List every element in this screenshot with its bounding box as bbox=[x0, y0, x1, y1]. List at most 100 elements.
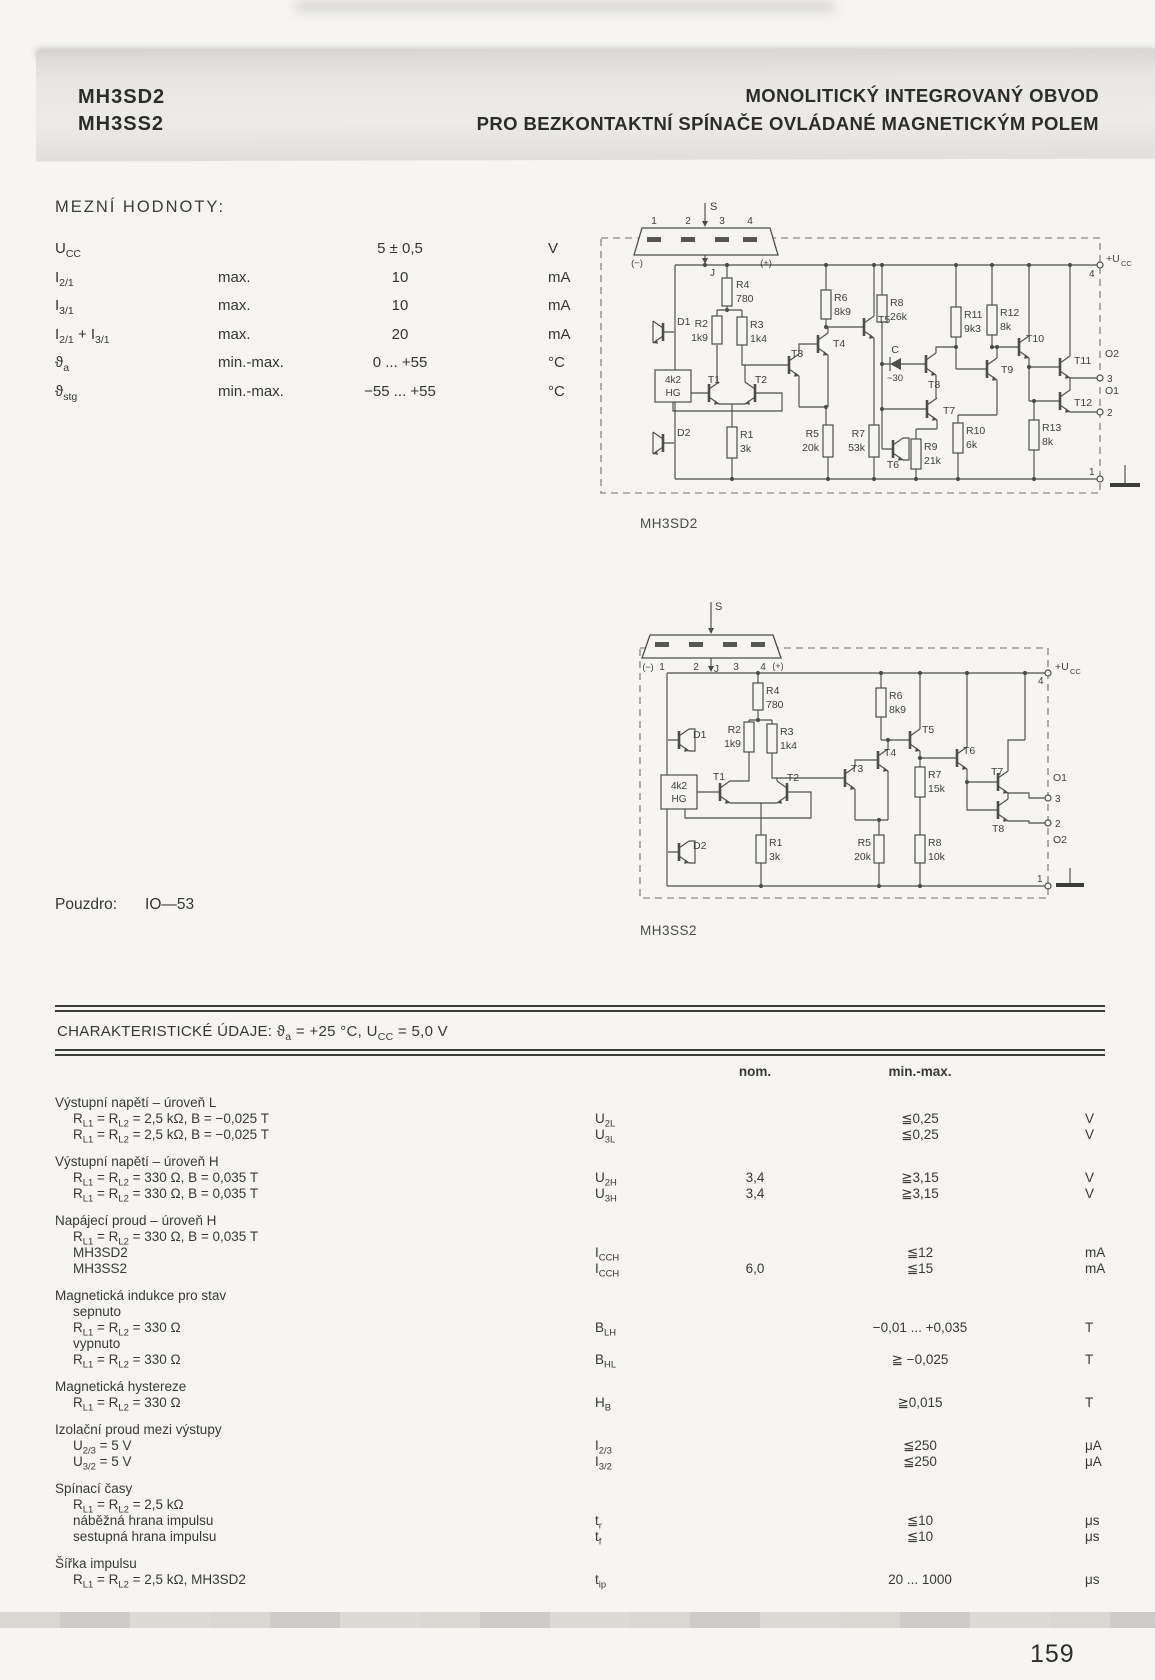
resistor-icon bbox=[743, 721, 755, 753]
subscript: B bbox=[604, 1402, 612, 1414]
pin-terminal bbox=[1096, 261, 1104, 269]
limit-param: I3/1 bbox=[55, 297, 74, 317]
char-row-condition: RL1 = RL2 = 2,5 kΩ bbox=[73, 1497, 184, 1516]
resistor-icon bbox=[736, 316, 748, 346]
limit-row: UCC 5 ± 0,5 V bbox=[55, 240, 635, 269]
char-row: RL1 = RL2 = 330 Ω BLH −0,01 ... +0,035 T bbox=[55, 1320, 1105, 1339]
schematic-caption-mh3ss2: MH3SS2 bbox=[640, 923, 698, 938]
junction-dot bbox=[879, 406, 885, 412]
limit-param: I2/1 bbox=[55, 268, 74, 289]
subscript: r bbox=[598, 1520, 602, 1532]
sch-label-o2: O2 bbox=[1105, 348, 1119, 360]
char-row: RL1 = RL2 = 330 Ω, B = 0,035 T bbox=[55, 1229, 1105, 1248]
subscript: 3/1 bbox=[59, 305, 74, 317]
char-row: U2/3 = 5 V I2/3 ≦250 μA bbox=[55, 1438, 1105, 1456]
char-row-symbol: BLH bbox=[595, 1320, 617, 1339]
transistor-icon bbox=[987, 798, 1009, 822]
subscript: a bbox=[63, 362, 70, 374]
schematic-mh3sd2: 1 2 3 4 S (−) (+) J R4 780 R2 1k9 R3 1k4 R6 8k9 R8 26k R11… bbox=[597, 197, 1155, 502]
emitter-arrow bbox=[714, 400, 719, 405]
transistor-icon bbox=[807, 332, 829, 356]
char-row-unit: T bbox=[1085, 1395, 1094, 1410]
pin-terminal bbox=[1044, 819, 1052, 827]
sch-label-r1v: 3k bbox=[769, 851, 781, 863]
limits-heading: MEZNÍ HODNOTY: bbox=[55, 198, 226, 216]
limit-condition: max. bbox=[218, 297, 251, 314]
sch-label-r3v: 1k4 bbox=[750, 333, 767, 345]
emitter-arrow bbox=[898, 456, 903, 461]
char-group: Izolační proud mezi výstupy U2/3 = 5 V I2/… bbox=[55, 1422, 1105, 1473]
char-row-symbol: tip bbox=[595, 1572, 607, 1591]
subscript: L2 bbox=[118, 1193, 129, 1205]
subscript: L1 bbox=[82, 1134, 94, 1146]
subscript: L1 bbox=[82, 1236, 94, 1248]
emitter-arrow bbox=[992, 376, 997, 381]
sch-label-j: J bbox=[714, 664, 719, 675]
arrow-icon bbox=[708, 666, 714, 672]
emitter-arrow bbox=[684, 859, 689, 864]
sch-label-uccM: +U bbox=[1055, 661, 1069, 673]
sch-label-o2: O2 bbox=[1053, 834, 1067, 846]
resistor-icon bbox=[950, 306, 962, 338]
char-row-condition: RL1 = RL2 = 330 Ω, B = 0,035 T bbox=[73, 1229, 259, 1248]
emitter-arrow bbox=[725, 799, 730, 804]
char-row-minmax: −0,01 ... +0,035 bbox=[872, 1320, 968, 1335]
sch-label-n4: 4 bbox=[760, 662, 766, 673]
limit-condition: max. bbox=[218, 325, 251, 343]
junction-dot bbox=[989, 262, 995, 268]
limit-row: I2/1 max. 10 mA bbox=[55, 269, 635, 298]
sch-label-r9: R9 bbox=[924, 441, 938, 453]
part-number-2: MH3SS2 bbox=[78, 113, 165, 135]
subscript: 3/2 bbox=[598, 1461, 612, 1473]
junction-dot bbox=[871, 262, 877, 268]
package-pad-icon bbox=[715, 237, 729, 242]
char-row-nom: 6,0 bbox=[745, 1261, 765, 1276]
char-row-symbol: ICCH bbox=[595, 1245, 620, 1264]
junction-dot bbox=[964, 779, 970, 785]
char-row-unit: mA bbox=[1085, 1261, 1106, 1276]
sch-label-r13v: 8k bbox=[1042, 436, 1054, 448]
emitter-arrow bbox=[684, 747, 689, 752]
hall-generator-box bbox=[660, 774, 698, 810]
sch-label-r7: R7 bbox=[928, 769, 942, 781]
junction-dot bbox=[917, 755, 923, 761]
sch-label-t1: T1 bbox=[713, 771, 725, 783]
junction-dot bbox=[758, 883, 764, 889]
table-rule-mid bbox=[55, 1049, 1105, 1056]
emitter-arrow bbox=[1024, 354, 1029, 359]
resistor-icon bbox=[711, 315, 723, 345]
emitter-arrow bbox=[869, 334, 874, 339]
sch-label-r6v: 8k9 bbox=[889, 704, 906, 716]
resistor-icon bbox=[721, 277, 733, 307]
schematic-caption-mh3sd2: MH3SD2 bbox=[640, 516, 698, 531]
char-row: RL1 = RL2 = 330 Ω HB ≧0,015 T bbox=[55, 1395, 1105, 1414]
sch-label-t1: T1 bbox=[708, 374, 720, 386]
resistor-icon bbox=[1028, 419, 1040, 451]
package-pad-icon bbox=[743, 237, 757, 242]
subscript: L2 bbox=[118, 1579, 129, 1591]
pin-terminal bbox=[1096, 408, 1104, 416]
subscript: L2 bbox=[118, 1177, 129, 1189]
char-group-heading: Výstupní napětí – úroveň H bbox=[55, 1154, 219, 1169]
schematic-mh3ss2: S (−) 1 2 J 3 4 (+) R4 780 R2 1k9 R3 1k4 R6 8k9 R7 15k R1 3… bbox=[615, 580, 1155, 910]
limit-unit: mA bbox=[548, 268, 571, 286]
transistor-icon bbox=[698, 381, 720, 405]
sch-label-t2: T2 bbox=[755, 374, 767, 386]
sch-label-r10: R10 bbox=[966, 425, 985, 437]
resistor-icon bbox=[820, 289, 832, 320]
char-row-condition: RL1 = RL2 = 330 Ω, B = 0,035 T bbox=[73, 1186, 259, 1205]
sch-label-r3: R3 bbox=[780, 726, 794, 738]
junction-dot bbox=[724, 307, 730, 313]
sch-label-r5: R5 bbox=[806, 428, 820, 440]
junction-dot bbox=[1026, 262, 1032, 268]
subscript: L1 bbox=[82, 1118, 94, 1130]
sch-label-t2: T2 bbox=[787, 772, 799, 784]
resistor-icon bbox=[910, 438, 922, 470]
subscript: L2 bbox=[118, 1327, 129, 1339]
sch-label-r3v: 1k4 bbox=[780, 740, 797, 752]
char-row: vypnuto bbox=[55, 1336, 1105, 1352]
subscript: a bbox=[285, 1031, 292, 1043]
sch-label-t12: T12 bbox=[1074, 397, 1092, 409]
char-row-condition: MH3SS2 bbox=[73, 1261, 128, 1276]
